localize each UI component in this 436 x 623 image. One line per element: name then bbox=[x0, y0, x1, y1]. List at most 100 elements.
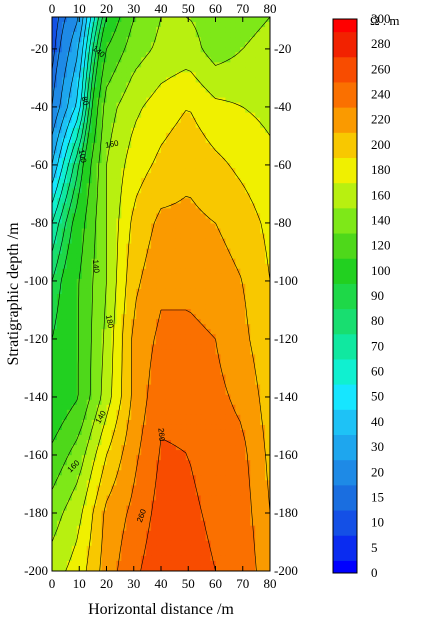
heat-cell bbox=[111, 490, 117, 497]
heat-cell bbox=[136, 87, 142, 94]
heat-cell bbox=[126, 223, 132, 230]
heat-cell bbox=[131, 344, 137, 350]
heat-cell bbox=[101, 485, 108, 492]
heat-cell bbox=[81, 233, 88, 240]
heat-cell bbox=[265, 57, 270, 63]
heat-cell bbox=[245, 319, 251, 325]
heat-cell bbox=[81, 560, 88, 567]
heat-cell bbox=[200, 530, 207, 537]
heat-cell bbox=[61, 450, 68, 456]
heat-cell bbox=[141, 294, 147, 300]
heat-cell bbox=[111, 258, 117, 265]
y-tick-label-left: -20 bbox=[31, 41, 48, 56]
heat-cell bbox=[52, 495, 58, 502]
heat-cell bbox=[136, 334, 142, 340]
heat-cell bbox=[96, 42, 103, 48]
heat-cell bbox=[165, 152, 172, 159]
colorbar-swatch bbox=[333, 535, 357, 561]
x-axis-title: Horizontal distance /m bbox=[88, 601, 234, 618]
heat-cell bbox=[225, 475, 231, 481]
heat-cell bbox=[76, 414, 83, 421]
heat-cell bbox=[190, 545, 197, 552]
heat-cell bbox=[165, 243, 172, 250]
heat-cell bbox=[71, 268, 78, 275]
heat-cell bbox=[66, 57, 73, 63]
heat-cell bbox=[156, 163, 162, 169]
heat-cell bbox=[255, 500, 261, 507]
heat-cell bbox=[225, 258, 231, 265]
heat-cell bbox=[220, 228, 226, 235]
heat-cell bbox=[250, 243, 256, 250]
heat-cell bbox=[255, 485, 261, 492]
heat-cell bbox=[101, 424, 108, 431]
heat-cell bbox=[200, 555, 207, 562]
contour-line-160 bbox=[52, 17, 270, 543]
heat-cell bbox=[205, 67, 212, 73]
heat-cell bbox=[220, 520, 226, 527]
heat-cell bbox=[96, 374, 103, 381]
colorbar-label: 280 bbox=[371, 36, 391, 51]
heat-cell bbox=[195, 414, 202, 421]
heat-cell bbox=[210, 278, 217, 285]
heat-cell bbox=[190, 520, 197, 527]
heat-cell bbox=[156, 294, 162, 300]
heat-cell bbox=[265, 147, 270, 154]
heat-cell bbox=[170, 515, 177, 522]
heat-cell bbox=[260, 198, 266, 204]
heat-cell bbox=[151, 535, 157, 542]
heat-cell bbox=[66, 52, 73, 58]
heat-cell bbox=[260, 339, 266, 345]
heat-cell bbox=[250, 369, 256, 376]
heat-cell bbox=[71, 369, 78, 376]
heat-cell bbox=[81, 22, 88, 28]
x-tick-label-top: 20 bbox=[100, 1, 113, 16]
heat-cell bbox=[165, 460, 172, 466]
heat-cell bbox=[151, 183, 157, 189]
heat-cell bbox=[220, 304, 226, 310]
heat-cell bbox=[106, 77, 113, 84]
heat-cell bbox=[265, 238, 270, 245]
heat-cell bbox=[195, 22, 202, 28]
heat-cell bbox=[52, 299, 58, 305]
heat-cell bbox=[220, 354, 226, 361]
heat-cell bbox=[56, 112, 63, 119]
colorbar-label: 70 bbox=[371, 338, 384, 353]
heat-cell bbox=[255, 520, 261, 527]
heat-cell bbox=[126, 419, 132, 426]
heat-cell bbox=[151, 52, 157, 58]
heat-cell bbox=[185, 445, 192, 451]
heat-cell bbox=[71, 404, 78, 411]
heat-cell bbox=[106, 359, 113, 366]
heat-cell bbox=[66, 525, 73, 532]
heat-cell bbox=[185, 218, 192, 225]
y-tick-label-left: -160 bbox=[24, 447, 48, 462]
heat-cell bbox=[245, 132, 251, 139]
heat-cell bbox=[185, 147, 192, 154]
heat-cell bbox=[230, 299, 236, 305]
heat-cell bbox=[61, 435, 68, 441]
heat-cell bbox=[165, 188, 172, 194]
heat-cell bbox=[195, 379, 202, 386]
heat-cell bbox=[71, 389, 78, 396]
heat-cell bbox=[52, 530, 58, 537]
heat-cell bbox=[195, 349, 202, 356]
heat-cell bbox=[71, 137, 78, 144]
heat-cell bbox=[56, 364, 63, 371]
heat-cell bbox=[170, 520, 177, 527]
heat-cell bbox=[210, 309, 217, 315]
heat-cell bbox=[165, 168, 172, 174]
heat-cell bbox=[146, 399, 152, 406]
heat-cell bbox=[76, 344, 83, 350]
heat-cell bbox=[61, 334, 68, 340]
heat-cell bbox=[165, 253, 172, 260]
heat-cell bbox=[220, 445, 226, 451]
heat-cell bbox=[61, 339, 68, 345]
heat-cell bbox=[121, 52, 127, 58]
heat-cell bbox=[230, 193, 236, 199]
heat-cell bbox=[185, 435, 192, 441]
heat-cell bbox=[240, 193, 246, 199]
heat-cell bbox=[101, 47, 108, 53]
heat-cell bbox=[76, 545, 83, 552]
heat-cell bbox=[180, 253, 187, 260]
heat-cell bbox=[215, 520, 222, 527]
